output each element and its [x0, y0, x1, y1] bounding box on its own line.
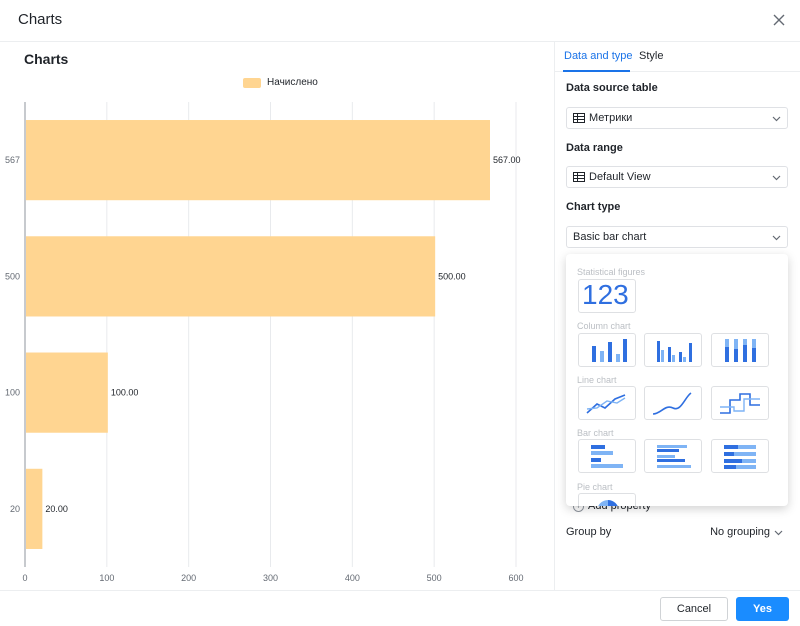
x-tick-label: 300	[263, 573, 278, 583]
yes-button[interactable]: Yes	[736, 597, 789, 621]
y-tick-label: 100	[5, 388, 20, 398]
config-panel: Data and type Style Data source table Ме…	[555, 42, 800, 590]
table-icon	[573, 113, 585, 123]
basic-column-icon	[592, 339, 627, 362]
data-source-value: Метрики	[589, 112, 633, 124]
group-by-value: No grouping	[710, 526, 770, 538]
data-range-label: Data range	[566, 142, 623, 154]
chart-option-grouped-column[interactable]	[644, 333, 702, 367]
chart-option-stacked-bar[interactable]	[711, 439, 769, 473]
config-tabs: Data and type Style	[555, 42, 800, 72]
cancel-button[interactable]: Cancel	[660, 597, 728, 621]
modal-header: Charts	[0, 0, 800, 42]
bar-chart: 0 100 200 300 400 500 600 567 567.00 500 500.00 100…	[5, 102, 524, 583]
chart-option-basic-line[interactable]	[578, 386, 636, 420]
chart-option-stacked-column[interactable]	[711, 333, 769, 367]
x-tick-label: 0	[22, 573, 27, 583]
y-tick-label: 500	[5, 271, 20, 281]
chevron-down-icon	[772, 235, 781, 241]
chart-panel: 0 100 200 300 400 500 600 567 567.00 500 500.00 100…	[0, 42, 554, 590]
chart-type-dropdown: Statistical figures 123 Column chart Lin…	[566, 254, 788, 506]
panel-divider	[554, 42, 555, 590]
chevron-down-icon	[772, 116, 781, 122]
group-by-label: Group by	[566, 526, 612, 538]
chart-option-basic-bar[interactable]	[578, 439, 636, 473]
group-pie-chart-label: Pie chart	[577, 482, 613, 492]
data-label: 20.00	[45, 504, 68, 514]
statistic-number-icon: 123	[582, 279, 629, 310]
x-tick-label: 100	[99, 573, 114, 583]
legend-label: Начислено	[267, 77, 318, 88]
pie-icon	[598, 500, 618, 506]
x-tick-label: 200	[181, 573, 196, 583]
group-statistical-figures-label: Statistical figures	[577, 267, 646, 277]
x-tick-label: 600	[508, 573, 523, 583]
chart-type-label: Chart type	[566, 201, 621, 213]
chart-legend: Начислено	[243, 77, 318, 88]
stacked-bar-icon	[724, 445, 756, 469]
chart-option-basic-column[interactable]	[578, 333, 636, 367]
data-label: 500.00	[438, 271, 466, 281]
chart-title: Charts	[24, 51, 69, 67]
tab-data-and-type[interactable]: Data and type	[564, 50, 633, 62]
x-tick-label: 400	[345, 573, 360, 583]
stacked-column-icon	[725, 339, 756, 362]
chevron-down-icon	[772, 175, 781, 181]
x-tick-label: 500	[427, 573, 442, 583]
chart-option-grouped-bar[interactable]	[644, 439, 702, 473]
grouped-column-icon	[657, 341, 692, 362]
legend-swatch	[243, 77, 261, 88]
close-icon[interactable]	[770, 11, 788, 29]
group-line-chart-label: Line chart	[577, 375, 617, 385]
smooth-line-icon	[652, 392, 692, 415]
group-column-chart-label: Column chart	[577, 321, 631, 331]
bar-500	[26, 236, 436, 317]
y-tick-label: 20	[10, 504, 20, 514]
group-by-select[interactable]: No grouping	[710, 526, 783, 538]
group-bar-chart-label: Bar chart	[577, 428, 614, 438]
chart-type-select[interactable]: Basic bar chart	[566, 226, 788, 248]
chart-option-smooth-line[interactable]	[644, 386, 702, 420]
chart-option-step-line[interactable]	[711, 386, 769, 420]
grouped-bar-icon	[657, 445, 691, 468]
chart-type-value: Basic bar chart	[573, 231, 647, 243]
chevron-down-icon	[774, 530, 783, 535]
basic-line-icon	[586, 394, 626, 414]
data-source-select[interactable]: Метрики	[566, 107, 788, 129]
data-range-select[interactable]: Default View	[566, 166, 788, 188]
modal-footer: Cancel Yes	[0, 590, 800, 626]
step-line-icon	[720, 393, 760, 414]
data-range-value: Default View	[589, 171, 651, 183]
bar-100	[26, 352, 108, 433]
bar-20	[26, 468, 43, 549]
chart-option-pie[interactable]	[578, 493, 636, 506]
chart-option-statistical[interactable]: 123	[578, 279, 636, 313]
basic-bar-icon	[591, 445, 623, 468]
data-source-label: Data source table	[566, 82, 658, 94]
bar-567	[26, 120, 490, 201]
data-label: 100.00	[111, 388, 139, 398]
y-tick-label: 567	[5, 155, 20, 165]
tab-style[interactable]: Style	[639, 50, 664, 62]
data-label: 567.00	[493, 155, 521, 165]
table-icon	[573, 172, 585, 182]
modal-title: Charts	[18, 11, 63, 28]
active-tab-indicator	[563, 70, 630, 72]
